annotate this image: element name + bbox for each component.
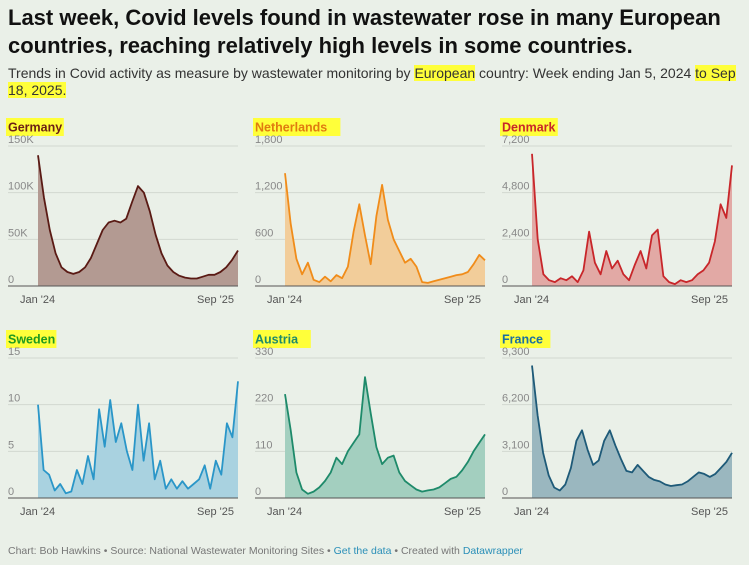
chart-france: France 0 3,100 6,200 9,300 Jan '24 Sep '25 xyxy=(500,330,733,518)
y-tick-label: 10 xyxy=(8,393,20,405)
chart-title-austria: Austria xyxy=(255,333,299,347)
subtitle-text-1: Trends in Covid activity as measure by w… xyxy=(8,65,415,81)
y-tick-label: 220 xyxy=(255,393,273,405)
series-line-netherlands xyxy=(284,173,486,284)
chart-title-germany: Germany xyxy=(8,121,62,135)
title-highlight xyxy=(253,118,341,136)
y-tick-label: 9,300 xyxy=(502,346,530,358)
y-tick-label: 0 xyxy=(8,274,14,286)
area-fill-denmark xyxy=(532,153,732,286)
y-tick-label: 0 xyxy=(502,274,508,286)
y-tick-label: 100K xyxy=(8,181,34,193)
area-fill-france xyxy=(532,365,732,498)
y-tick-label: 330 xyxy=(255,346,273,358)
get-data-link[interactable]: Get the data xyxy=(333,545,392,557)
chart-netherlands: Netherlands 0 600 1,200 1,800 Jan '24 Sep '25 xyxy=(253,118,486,306)
x-tick-label: Jan '24 xyxy=(267,506,302,518)
y-tick-label: 4,800 xyxy=(502,181,530,193)
footer-separator: • xyxy=(391,545,401,557)
title-highlight xyxy=(500,118,558,136)
chart-subtitle: Trends in Covid activity as measure by w… xyxy=(8,65,743,99)
chart-title-netherlands: Netherlands xyxy=(255,121,327,135)
y-tick-label: 600 xyxy=(255,227,273,239)
x-tick-label: Sep '25 xyxy=(197,294,234,306)
chart-title: Last week, Covid levels found in wastewa… xyxy=(8,5,721,58)
series-line-germany xyxy=(37,155,239,280)
y-tick-label: 3,100 xyxy=(502,439,530,451)
series-line-sweden xyxy=(37,381,239,495)
footer-source: Source: National Wastewater Monitoring S… xyxy=(110,545,325,557)
y-tick-label: 0 xyxy=(255,274,261,286)
chart-title-france: France xyxy=(502,333,543,347)
chart-sweden: Sweden 0 5 10 15 Jan '24 Sep '25 xyxy=(6,330,239,518)
title-highlight xyxy=(6,118,64,136)
x-tick-label: Sep '25 xyxy=(691,294,728,306)
y-tick-label: 150K xyxy=(8,134,34,146)
area-fill-netherlands xyxy=(285,173,485,286)
footer: Chart: Bob Hawkins • Source: National Wa… xyxy=(8,545,523,557)
area-fill-austria xyxy=(285,377,485,498)
chart-title-sweden: Sweden xyxy=(8,333,55,347)
series-line-denmark xyxy=(531,153,733,285)
footer-separator: • xyxy=(100,545,111,557)
y-tick-label: 110 xyxy=(255,439,273,451)
footer-created-with: Created with xyxy=(400,545,463,557)
y-tick-label: 50K xyxy=(8,227,28,239)
y-tick-label: 0 xyxy=(255,486,261,498)
series-line-france xyxy=(531,365,733,492)
chart-austria: Austria 0 110 220 330 Jan '24 Sep '25 xyxy=(253,330,486,518)
x-tick-label: Jan '24 xyxy=(267,294,302,306)
area-fill-germany xyxy=(38,155,238,286)
title-highlight xyxy=(253,330,311,348)
series-line-austria xyxy=(284,376,486,495)
x-tick-label: Sep '25 xyxy=(197,506,234,518)
y-tick-label: 15 xyxy=(8,346,20,358)
y-tick-label: 1,800 xyxy=(255,134,283,146)
y-tick-label: 5 xyxy=(8,439,14,451)
datawrapper-link[interactable]: Datawrapper xyxy=(462,545,523,557)
area-fill-sweden xyxy=(38,381,238,498)
subtitle-text-2: country: Week ending Jan 5, 2024 xyxy=(475,65,696,81)
footer-chart-by: Chart: Bob Hawkins xyxy=(8,545,101,557)
x-tick-label: Jan '24 xyxy=(514,294,549,306)
y-tick-label: 1,200 xyxy=(255,181,283,193)
y-tick-label: 2,400 xyxy=(502,227,530,239)
x-tick-label: Jan '24 xyxy=(20,294,55,306)
y-tick-label: 0 xyxy=(8,486,14,498)
x-tick-label: Sep '25 xyxy=(444,506,481,518)
chart-denmark: Denmark 0 2,400 4,800 7,200 Jan '24 Sep '25 xyxy=(500,118,733,306)
x-tick-label: Sep '25 xyxy=(444,294,481,306)
footer-separator: • xyxy=(324,545,334,557)
y-tick-label: 6,200 xyxy=(502,393,530,405)
x-tick-label: Jan '24 xyxy=(514,506,549,518)
chart-germany: Germany 0 50K 100K 150K Jan '24 Sep '25 xyxy=(6,118,239,306)
y-tick-label: 0 xyxy=(502,486,508,498)
title-highlight xyxy=(500,330,551,348)
y-tick-label: 7,200 xyxy=(502,134,530,146)
title-highlight xyxy=(6,330,57,348)
x-tick-label: Sep '25 xyxy=(691,506,728,518)
chart-title-denmark: Denmark xyxy=(502,121,556,135)
subtitle-highlight-european: European xyxy=(414,65,476,81)
x-tick-label: Jan '24 xyxy=(20,506,55,518)
